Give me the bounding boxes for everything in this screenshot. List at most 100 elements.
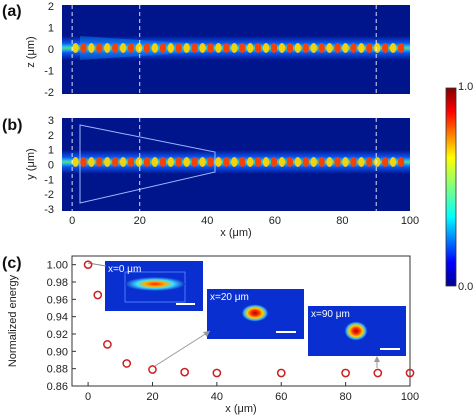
panel-b-field-spot bbox=[262, 157, 270, 167]
panel-b-field-spot bbox=[350, 157, 357, 167]
panel-b-field-spot bbox=[191, 157, 198, 167]
panel-a-field-spot bbox=[215, 43, 222, 53]
panel-a-field-spot bbox=[302, 43, 309, 53]
panel-a-y-tick-label: -1 bbox=[44, 66, 54, 78]
panel-b-field-spot bbox=[231, 157, 238, 167]
panel-a-field-spot bbox=[151, 43, 159, 53]
inset-x20-mode bbox=[241, 304, 269, 322]
panel-a-field-spot bbox=[207, 43, 214, 53]
panel-a-field-spot bbox=[112, 43, 119, 53]
panel-b-field-spot bbox=[397, 157, 405, 167]
panel-a-field-spot bbox=[270, 43, 278, 53]
panel-b-field-spot bbox=[223, 157, 230, 167]
inset-x20-arrowhead bbox=[203, 331, 210, 337]
panel-a-field-spot bbox=[318, 43, 325, 53]
panel-label-b: (b) bbox=[2, 117, 22, 134]
panel-c-x-tick-label: 60 bbox=[275, 391, 287, 403]
data-point bbox=[148, 365, 157, 374]
panel-b-field-spot bbox=[159, 157, 167, 167]
panel-b-x-tick-label: 20 bbox=[134, 215, 146, 227]
panel-a-field-spot bbox=[104, 43, 111, 53]
panel-c-y-tick-label: 0.96 bbox=[47, 294, 68, 306]
panel-b-field-spot bbox=[112, 157, 119, 167]
panel-a-field-spot bbox=[358, 43, 365, 53]
panel-b-field-spot bbox=[239, 157, 246, 167]
panel-b-field-spot bbox=[143, 157, 151, 167]
panel-b-field-spot bbox=[175, 157, 182, 167]
panel-b-field-spot bbox=[119, 157, 127, 167]
panel-c-y-tick-label: 1.00 bbox=[47, 260, 68, 272]
inset-x20-arrow bbox=[154, 330, 211, 367]
panel-b-field-spot bbox=[366, 157, 373, 167]
panel-b-heatmap: 3 2 1 0 -1 -2 -3 0 20 40 60 80 100 x (μm) y (μm) bbox=[25, 115, 419, 239]
panel-b-field-spot bbox=[358, 157, 365, 167]
panel-a-y-tick-label: -2 bbox=[44, 87, 54, 99]
panel-a-field-spot bbox=[135, 43, 143, 53]
panel-a-y-ticks: 2 1 0 -1 -2 bbox=[44, 1, 54, 99]
panel-b-field-spot bbox=[310, 157, 317, 167]
panel-a-field-spots bbox=[72, 43, 405, 53]
data-point bbox=[93, 290, 103, 300]
panel-b-y-ticks: 3 2 1 0 -1 -2 -3 bbox=[44, 115, 54, 216]
panel-b-field-spot bbox=[302, 157, 309, 167]
panel-a-field-spot bbox=[96, 43, 103, 53]
panel-b-field-spot bbox=[246, 157, 254, 167]
panel-c-x-ticks: 0 20 40 60 80 100 bbox=[85, 382, 419, 403]
panel-a-field-spot bbox=[254, 43, 262, 53]
panel-a-dashed-lines bbox=[71, 5, 377, 94]
panel-b-dashed-lines bbox=[71, 118, 377, 211]
panel-b-y-tick-label: 3 bbox=[48, 115, 54, 127]
panel-b-y-tick-label: 0 bbox=[48, 160, 54, 172]
panel-b-field-spot bbox=[215, 157, 222, 167]
data-point bbox=[405, 368, 415, 378]
panel-c-x-tick-label: 20 bbox=[146, 391, 158, 403]
panel-b-field-spot bbox=[151, 157, 159, 167]
panel-a-field-spot bbox=[88, 43, 95, 53]
panel-a-field-spot bbox=[397, 43, 405, 53]
panel-a-field-spot bbox=[246, 43, 254, 53]
panel-a-field-spot bbox=[350, 43, 357, 53]
panel-a-field-spot bbox=[72, 43, 79, 53]
panel-b-field-spot bbox=[96, 157, 103, 167]
panel-b-field-spot bbox=[318, 157, 325, 167]
panel-a-field-spot bbox=[159, 43, 167, 53]
data-point bbox=[122, 359, 132, 368]
panel-b-field-spots bbox=[72, 157, 405, 167]
panel-a-field-spot bbox=[262, 43, 270, 53]
panel-b-field-spot bbox=[389, 157, 397, 167]
panel-c-x-axis-label: x (μm) bbox=[225, 403, 256, 415]
panel-a-field-spot bbox=[286, 43, 294, 53]
panel-b-field-spot bbox=[104, 157, 111, 167]
panel-c-y-ticks: 1.00 0.98 0.96 0.94 0.92 0.90 0.88 0.86 bbox=[47, 260, 76, 393]
panel-b-field-spot bbox=[135, 157, 143, 167]
panel-label-a: (a) bbox=[2, 3, 22, 20]
colorbar: 1.0 0.0 bbox=[445, 81, 473, 293]
inset-x90: x=90 μm bbox=[308, 306, 406, 356]
panel-b-field-spot bbox=[342, 157, 349, 167]
panel-label-c: (c) bbox=[2, 255, 22, 272]
panel-b-field-spot bbox=[80, 157, 87, 167]
panel-a-field-spot bbox=[175, 43, 182, 53]
panel-b-y-tick-label: 2 bbox=[48, 130, 54, 142]
colorbar-gradient bbox=[445, 87, 457, 287]
panel-b-x-tick-label: 80 bbox=[336, 215, 348, 227]
data-point bbox=[180, 367, 190, 377]
panel-a-field-spot bbox=[310, 43, 317, 53]
panel-b-field-spot bbox=[286, 157, 294, 167]
panel-b-field-spot bbox=[294, 157, 302, 167]
panel-b-field-spot bbox=[127, 157, 135, 167]
inset-x20: x=20 μm bbox=[207, 289, 304, 339]
panel-c-y-axis-label: Normalized energy bbox=[7, 274, 19, 367]
panel-a-field-spot bbox=[231, 43, 238, 53]
panel-b-y-tick-label: -2 bbox=[44, 189, 54, 201]
data-point bbox=[212, 368, 222, 378]
panel-b-taper-outline bbox=[79, 124, 216, 204]
panel-b-field-spot bbox=[88, 157, 95, 167]
panel-b-y-tick-label: -3 bbox=[44, 204, 54, 216]
panel-a-field-spot bbox=[183, 43, 190, 53]
panel-b-field-spot bbox=[381, 157, 389, 167]
panel-c-y-tick-label: 0.90 bbox=[47, 346, 68, 358]
panel-a-field-spot bbox=[366, 43, 373, 53]
panel-b-y-axis-label: y (μm) bbox=[25, 148, 37, 179]
data-point bbox=[373, 368, 383, 378]
